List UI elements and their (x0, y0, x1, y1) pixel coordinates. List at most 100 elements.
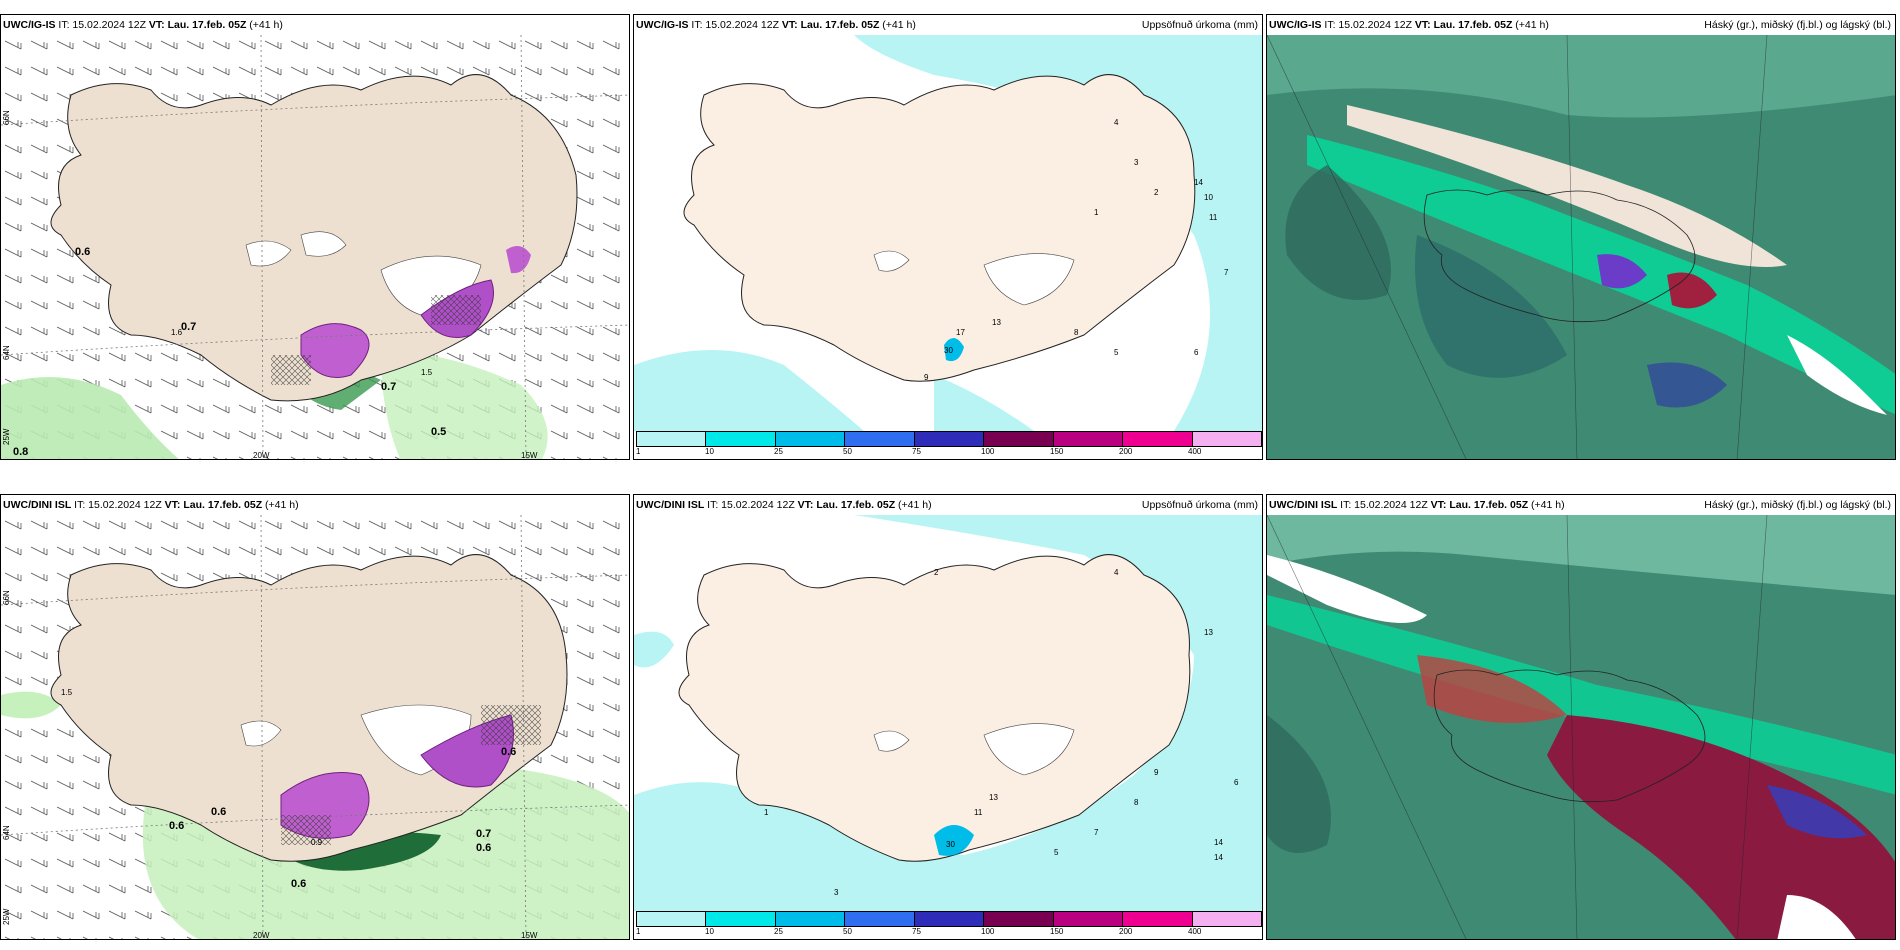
precip-title: Uppsöfnuð úrkoma (mm) (1141, 19, 1258, 31)
forecast-offset: (+41 h) (898, 499, 932, 511)
value-label: 1 (764, 808, 769, 817)
legend-tick: 50 (843, 927, 852, 936)
forecast-offset: (+41 h) (1531, 499, 1565, 511)
panel-precip-map-bottom: UWC/DINI ISL IT: 15.02.2024 12Z VT: Lau.… (633, 494, 1263, 940)
value-label: 8 (1134, 798, 1139, 807)
legend-tick: 150 (1050, 447, 1064, 456)
value-label: 0.6 (75, 246, 90, 258)
init-time: IT: 15.02.2024 12Z (1340, 499, 1428, 511)
value-label: 30 (946, 840, 955, 849)
legend-tick: 10 (705, 447, 714, 456)
lon-label-25w: 25W (2, 428, 11, 445)
value-label: 6 (1194, 348, 1199, 357)
panel-header: UWC/IG-IS IT: 15.02.2024 12Z VT: Lau. 17… (1267, 15, 1895, 35)
lon-label-25w: 25W (2, 908, 11, 925)
model-name: UWC/DINI ISL (1269, 499, 1338, 511)
value-label: 6 (1234, 778, 1239, 787)
legend-tick: 100 (981, 447, 995, 456)
model-name: UWC/DINI ISL (3, 499, 72, 511)
panel-header: UWC/DINI ISL IT: 15.02.2024 12Z VT: Lau.… (1267, 495, 1895, 515)
init-time: IT: 15.02.2024 12Z (74, 499, 162, 511)
legend-swatch (706, 432, 776, 446)
value-label: 1.5 (61, 688, 73, 697)
value-label: 3 (1134, 158, 1139, 167)
legend-ticks: 1 10 25 50 75 100 150 200 400 (636, 927, 1262, 937)
value-label: 17 (956, 328, 965, 337)
legend-tick: 25 (774, 927, 783, 936)
legend-swatch (637, 912, 707, 926)
legend-swatch (637, 432, 707, 446)
value-label: 11 (974, 808, 983, 817)
legend-tick: 200 (1119, 447, 1133, 456)
forecast-offset: (+41 h) (882, 19, 916, 31)
panel-header: UWC/DINI ISL IT: 15.02.2024 12Z VT: Lau.… (1, 495, 629, 515)
precip-map-canvas: 30 17 13 9 8 5 6 4 3 2 1 14 10 11 7 (634, 35, 1262, 431)
cloud-map-canvas (1267, 515, 1895, 939)
iceland-landmass (683, 74, 1196, 382)
legend-swatch (1053, 432, 1124, 446)
legend-tick: 50 (843, 447, 852, 456)
init-time: IT: 15.02.2024 12Z (707, 499, 795, 511)
cloud-title: Háský (gr.), miðský (fj.bl.) og lágský (… (1704, 499, 1891, 511)
legend-swatch (845, 432, 915, 446)
valid-time: VT: Lau. 17.feb. 05Z (797, 499, 896, 511)
value-label: 0.6 (211, 806, 226, 818)
lon-label-15w: 15W (521, 931, 538, 940)
value-label: 0.6 (169, 820, 184, 832)
iceland-outline (1433, 669, 1706, 803)
value-label: 5 (1114, 348, 1119, 357)
legend-tick: 75 (912, 927, 921, 936)
forecast-offset: (+41 h) (265, 499, 299, 511)
init-time: IT: 15.02.2024 12Z (691, 19, 779, 31)
value-label: 0.9 (311, 838, 323, 847)
value-label: 10 (1204, 193, 1213, 202)
legend-swatch (845, 912, 915, 926)
cloud-map-canvas (1267, 35, 1895, 459)
legend-tick: 1 (636, 927, 641, 936)
value-label: 7 (1224, 268, 1229, 277)
precip-color-legend: 1 10 25 50 75 100 150 200 400 (634, 429, 1262, 459)
value-label: 14 (1214, 838, 1223, 847)
model-name: UWC/IG-IS (1269, 19, 1322, 31)
legend-tick: 25 (774, 447, 783, 456)
panel-header: UWC/DINI ISL IT: 15.02.2024 12Z VT: Lau.… (634, 495, 1262, 515)
cloud-title: Háský (gr.), miðský (fj.bl.) og lágský (… (1704, 19, 1891, 31)
value-label: 0.8 (13, 446, 28, 458)
value-label: 0.5 (431, 426, 446, 438)
legend-swatch (984, 912, 1054, 926)
value-label: 13 (989, 793, 998, 802)
legend-tick: 10 (705, 927, 714, 936)
value-label: 1 (1094, 208, 1099, 217)
panel-wind-map-top: UWC/IG-IS IT: 15.02.2024 12Z VT: Lau. 17… (0, 14, 630, 460)
value-label: 30 (944, 346, 953, 355)
legend-swatch (775, 432, 846, 446)
value-label: 9 (1154, 768, 1159, 777)
precip-map-canvas: 30 11 13 14 14 13 9 8 7 6 5 4 3 2 1 (634, 515, 1262, 911)
wind-map-canvas: 0.8 0.5 0.7 0.7 1.6 0.6 1.5 (1, 35, 629, 459)
legend-swatch (914, 912, 985, 926)
legend-tick: 100 (981, 927, 995, 936)
value-label: 7 (1094, 828, 1099, 837)
iceland-landmass (678, 554, 1191, 862)
value-label: 1.5 (421, 368, 433, 377)
valid-time: VT: Lau. 17.feb. 05Z (148, 19, 247, 31)
model-name: UWC/IG-IS (3, 19, 56, 31)
lat-label: 66N (2, 590, 11, 605)
legend-colorbar (636, 911, 1262, 927)
lon-label-20w: 20W (253, 931, 270, 940)
panel-header: UWC/IG-IS IT: 15.02.2024 12Z VT: Lau. 17… (1, 15, 629, 35)
legend-tick: 150 (1050, 927, 1064, 936)
wind-map-canvas: 0.6 0.6 0.7 0.6 0.6 0.6 0.9 1.5 (1, 515, 629, 939)
forecast-offset: (+41 h) (1515, 19, 1549, 31)
value-label: 1.6 (171, 328, 183, 337)
precip-color-legend: 1 10 25 50 75 100 150 200 400 (634, 909, 1262, 939)
panel-header: UWC/IG-IS IT: 15.02.2024 12Z VT: Lau. 17… (634, 15, 1262, 35)
value-label: 0.6 (476, 842, 491, 854)
precip-title: Uppsöfnuð úrkoma (mm) (1141, 499, 1258, 511)
legend-swatch (1053, 912, 1124, 926)
panel-precip-map-top: UWC/IG-IS IT: 15.02.2024 12Z VT: Lau. 17… (633, 14, 1263, 460)
iceland-outline (1423, 189, 1696, 323)
value-label: 14 (1214, 853, 1223, 862)
legend-tick: 75 (912, 447, 921, 456)
legend-tick: 400 (1188, 927, 1202, 936)
